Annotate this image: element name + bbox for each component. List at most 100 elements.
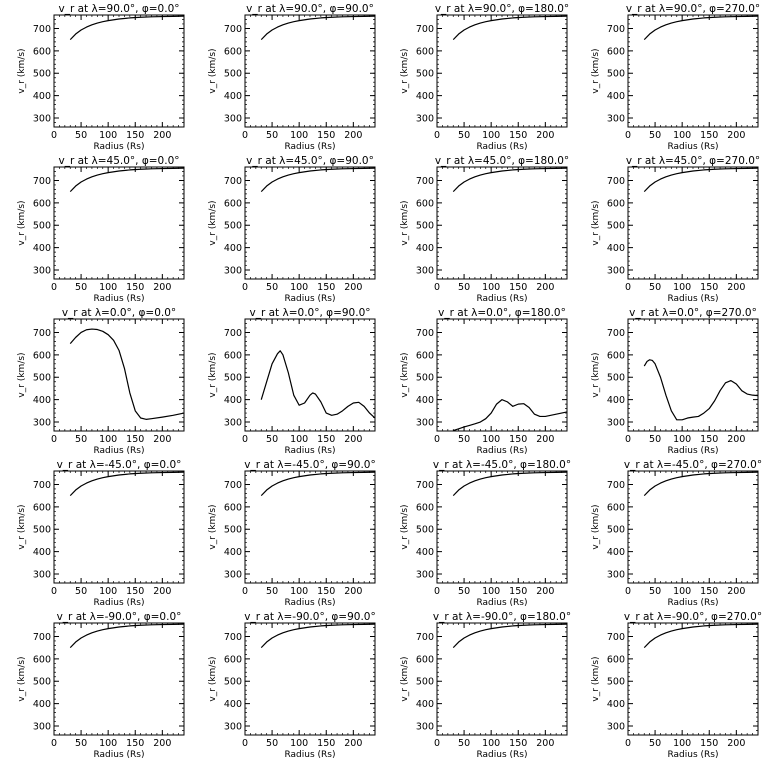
x-tick-label: 50 <box>266 130 278 141</box>
y-tick-label: 600 <box>607 46 625 57</box>
x-tick-label: 100 <box>482 282 500 293</box>
minor-ticks <box>436 14 568 128</box>
y-tick-label: 700 <box>416 176 434 187</box>
y-tick-label: 600 <box>224 350 242 361</box>
x-tick-label: 50 <box>458 282 470 293</box>
series-line <box>643 167 759 193</box>
y-tick-label: 300 <box>33 114 51 125</box>
y-tick-label: 300 <box>607 722 625 733</box>
panel-title: v_r at λ=-90.0°, φ=90.0° <box>244 611 375 623</box>
y-tick-label: 500 <box>33 373 51 384</box>
x-tick-label: 50 <box>649 130 661 141</box>
x-tick-label: 150 <box>317 282 335 293</box>
panel-1-3: v_r at λ=90.0°, φ=180.0° 0 50 100 150 200 300 4… <box>400 3 569 152</box>
y-tick-label: 400 <box>416 243 434 254</box>
y-tick-label: 300 <box>33 418 51 429</box>
y-tick-label: 500 <box>607 373 625 384</box>
series-line <box>452 15 568 41</box>
plot-frame <box>627 622 759 736</box>
minor-ticks <box>436 470 568 584</box>
y-tick-label: 500 <box>224 69 242 80</box>
y-axis-label: v_r (km/s) <box>591 352 601 397</box>
y-tick-label: 500 <box>607 69 625 80</box>
x-tick-label: 150 <box>317 738 335 749</box>
x-tick-label: 0 <box>434 586 440 597</box>
y-tick-label: 700 <box>607 480 625 491</box>
minor-ticks <box>244 318 376 432</box>
plot-frame <box>436 622 568 736</box>
y-tick-label: 500 <box>607 677 625 688</box>
panel-2-2: v_r at λ=45.0°, φ=90.0° 0 50 100 150 200 300 40… <box>208 155 376 304</box>
x-tick-label: 0 <box>625 738 631 749</box>
x-axis-label: Radius (Rs) <box>476 598 527 608</box>
y-tick-label: 700 <box>416 632 434 643</box>
plot-frame <box>53 622 185 736</box>
y-tick-label: 400 <box>416 395 434 406</box>
x-tick-label: 200 <box>727 282 745 293</box>
x-axis-label: Radius (Rs) <box>667 446 718 456</box>
x-tick-label: 150 <box>700 130 718 141</box>
y-tick-label: 700 <box>33 24 51 35</box>
panel-4-3: v_r at λ=-45.0°, φ=180.0° 0 50 100 150 200 300… <box>400 459 571 608</box>
x-tick-label: 0 <box>51 282 57 293</box>
x-tick-label: 100 <box>482 434 500 445</box>
x-axis-label: Radius (Rs) <box>93 598 144 608</box>
y-tick-label: 700 <box>607 328 625 339</box>
y-axis-label: v_r (km/s) <box>17 200 27 245</box>
panel-title: v_r at λ=45.0°, φ=0.0° <box>59 155 180 167</box>
y-tick-label: 700 <box>33 632 51 643</box>
y-tick-label: 500 <box>33 69 51 80</box>
y-tick-label: 400 <box>224 91 242 102</box>
x-tick-label: 50 <box>458 738 470 749</box>
series-line <box>452 471 568 497</box>
y-tick-label: 300 <box>224 722 242 733</box>
minor-ticks <box>627 470 759 584</box>
y-tick-label: 500 <box>33 677 51 688</box>
y-tick-label: 300 <box>33 722 51 733</box>
y-axis-label: v_r (km/s) <box>208 352 218 397</box>
y-tick-label: 700 <box>224 176 242 187</box>
x-tick-label: 200 <box>153 586 171 597</box>
x-axis-label: Radius (Rs) <box>284 598 335 608</box>
minor-ticks <box>436 622 568 736</box>
x-tick-label: 100 <box>482 738 500 749</box>
panel-title: v_r at λ=-45.0°, φ=0.0° <box>57 459 182 471</box>
x-axis-label: Radius (Rs) <box>476 142 527 152</box>
y-tick-label: 300 <box>416 418 434 429</box>
minor-ticks <box>53 470 185 584</box>
y-tick-label: 500 <box>416 69 434 80</box>
y-axis-label: v_r (km/s) <box>591 504 601 549</box>
plot-frame <box>627 318 759 432</box>
y-tick-label: 300 <box>416 266 434 277</box>
y-tick-label: 300 <box>607 114 625 125</box>
minor-ticks <box>53 14 185 128</box>
y-tick-label: 600 <box>33 350 51 361</box>
x-axis-label: Radius (Rs) <box>93 142 144 152</box>
x-tick-label: 50 <box>649 282 661 293</box>
y-tick-label: 400 <box>224 699 242 710</box>
y-tick-label: 400 <box>416 547 434 558</box>
x-axis-label: Radius (Rs) <box>284 142 335 152</box>
y-axis-label: v_r (km/s) <box>400 352 410 397</box>
y-axis-label: v_r (km/s) <box>400 504 410 549</box>
x-tick-label: 150 <box>126 586 144 597</box>
y-tick-label: 500 <box>224 677 242 688</box>
panel-title: v_r at λ=-90.0°, φ=270.0° <box>624 611 762 623</box>
y-tick-label: 600 <box>33 654 51 665</box>
x-tick-label: 150 <box>126 282 144 293</box>
panel-3-1: v_r at λ=0.0°, φ=0.0° 0 50 100 150 200 300 400 5… <box>17 307 185 456</box>
minor-ticks <box>627 318 759 432</box>
x-tick-label: 50 <box>75 738 87 749</box>
series-line <box>260 623 376 649</box>
x-axis-label: Radius (Rs) <box>93 750 144 760</box>
y-tick-label: 300 <box>416 722 434 733</box>
panel-1-2: v_r at λ=90.0°, φ=90.0° 0 50 100 150 200 300 40… <box>208 3 376 152</box>
plot-frame <box>53 470 185 584</box>
series-line <box>452 623 568 649</box>
x-tick-label: 150 <box>700 586 718 597</box>
plot-frame <box>436 470 568 584</box>
y-tick-label: 600 <box>416 46 434 57</box>
y-tick-label: 300 <box>416 114 434 125</box>
